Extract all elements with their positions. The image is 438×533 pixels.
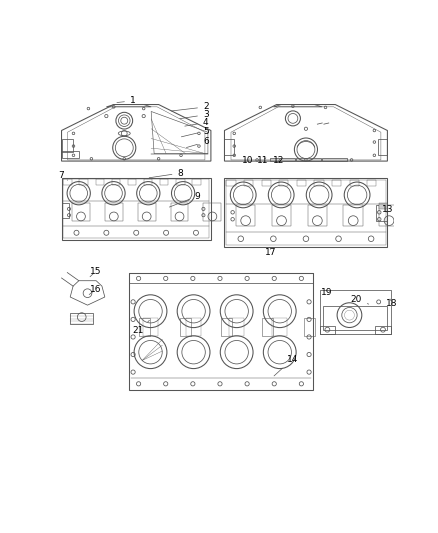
Text: 21: 21	[132, 320, 149, 335]
Bar	[323, 306, 387, 330]
Bar	[322, 158, 347, 161]
Text: 2: 2	[171, 102, 208, 111]
Bar	[224, 139, 234, 155]
Bar	[79, 180, 88, 185]
Bar	[379, 203, 387, 209]
Bar	[262, 318, 273, 336]
Text: 8: 8	[149, 168, 183, 178]
Bar	[230, 318, 244, 336]
Bar	[236, 205, 255, 226]
Bar	[297, 180, 306, 186]
Bar	[332, 180, 341, 186]
Bar	[72, 203, 90, 222]
Bar	[279, 180, 288, 186]
Bar	[138, 318, 150, 336]
Bar	[261, 180, 271, 186]
Bar	[296, 158, 321, 161]
Bar	[138, 203, 155, 222]
Bar	[375, 326, 391, 334]
Bar	[320, 289, 391, 334]
Bar	[186, 318, 201, 336]
Text: 1: 1	[117, 96, 136, 106]
Bar	[350, 180, 359, 186]
Bar	[61, 139, 74, 152]
Bar	[63, 180, 209, 238]
Bar	[130, 272, 313, 390]
Text: 12: 12	[273, 156, 284, 165]
Bar	[160, 180, 169, 185]
Text: 5: 5	[181, 126, 208, 137]
Bar	[320, 326, 335, 334]
Bar	[376, 205, 387, 221]
Text: 18: 18	[386, 298, 397, 308]
Text: 3: 3	[180, 110, 208, 119]
Bar	[379, 205, 399, 226]
Text: 19: 19	[321, 288, 332, 297]
Bar	[224, 177, 387, 247]
Bar	[70, 313, 93, 324]
Bar	[64, 180, 72, 185]
Bar	[203, 203, 221, 222]
Bar	[192, 180, 201, 185]
Bar	[226, 180, 386, 245]
Text: 4: 4	[185, 118, 208, 127]
Bar	[180, 318, 191, 336]
Text: 17: 17	[265, 248, 276, 257]
Text: 15: 15	[90, 267, 101, 277]
Text: 13: 13	[381, 205, 393, 214]
Bar	[343, 205, 363, 226]
Text: 7: 7	[59, 171, 67, 180]
Text: 16: 16	[89, 285, 101, 295]
Text: 20: 20	[350, 295, 369, 304]
Bar	[378, 139, 387, 155]
Bar	[226, 180, 236, 186]
Bar	[307, 205, 327, 226]
Bar	[61, 151, 79, 158]
Bar	[272, 205, 291, 226]
Bar	[176, 180, 184, 185]
Text: 10: 10	[242, 156, 253, 165]
Text: 11: 11	[257, 156, 268, 165]
Bar	[61, 177, 211, 240]
Bar	[367, 180, 376, 186]
Bar	[144, 180, 152, 185]
Bar	[95, 180, 104, 185]
Text: 14: 14	[274, 354, 298, 376]
Bar	[170, 203, 188, 222]
Bar	[105, 203, 123, 222]
Bar	[221, 318, 232, 336]
Text: 6: 6	[187, 138, 208, 148]
Bar	[61, 203, 69, 219]
Bar	[270, 158, 294, 161]
Text: 9: 9	[170, 192, 200, 207]
Bar	[143, 318, 158, 336]
Bar	[112, 180, 120, 185]
Bar	[130, 272, 313, 283]
Bar	[272, 318, 287, 336]
Bar	[128, 180, 136, 185]
Bar	[304, 318, 314, 336]
Bar	[314, 180, 324, 186]
Bar	[244, 180, 253, 186]
